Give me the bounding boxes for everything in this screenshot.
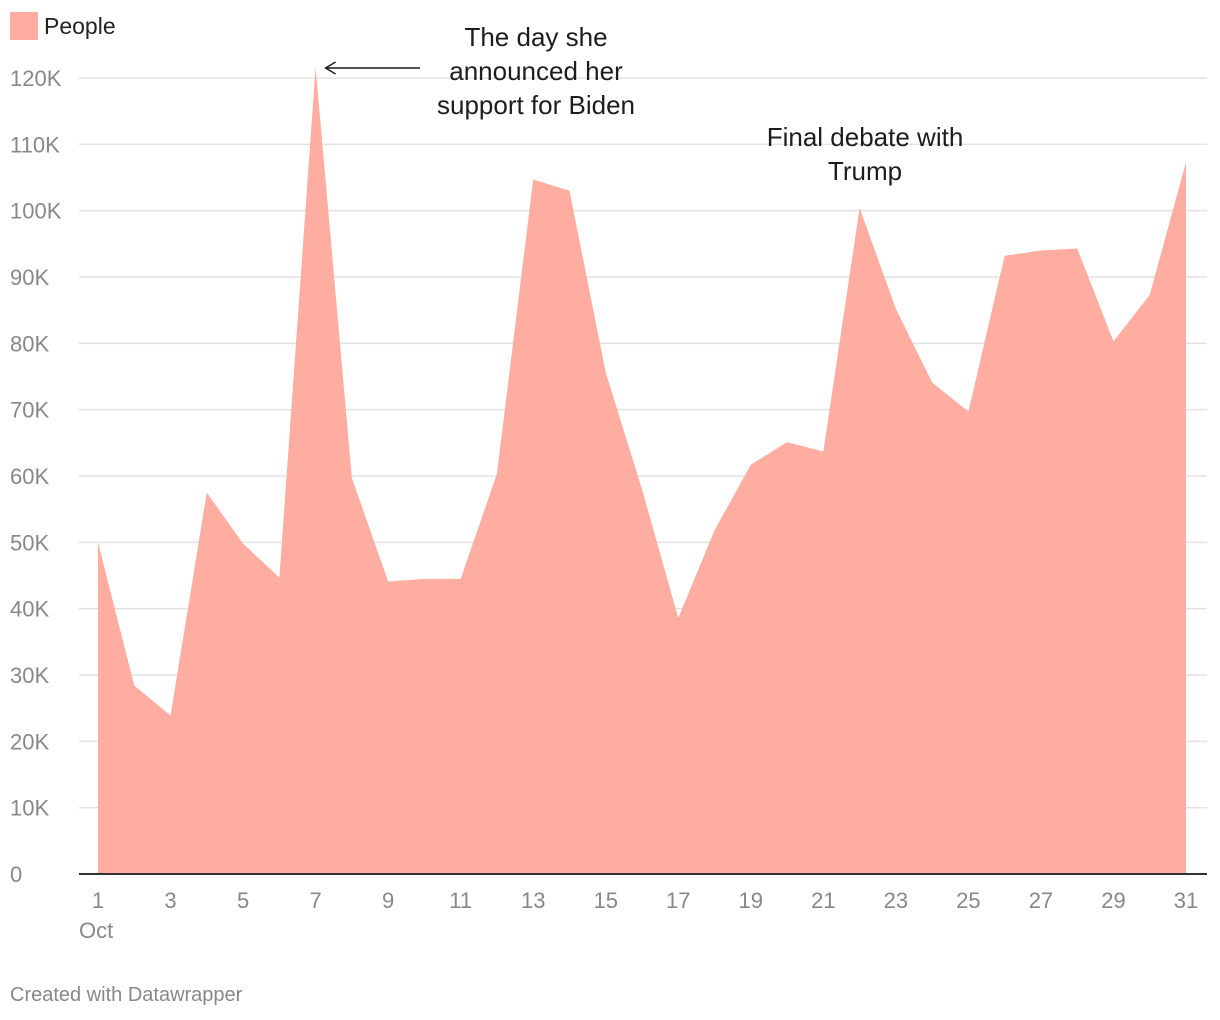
y-tick-label-7: 70K [10, 398, 49, 423]
data-point-17 [676, 616, 680, 620]
x-tick-label-19: 19 [739, 888, 763, 913]
x-tick-label-7: 7 [309, 888, 321, 913]
y-tick-label-11: 110K [10, 132, 60, 157]
y-tick-label-1: 10K [10, 796, 49, 821]
y-tick-label-6: 60K [10, 464, 49, 489]
data-point-21 [821, 449, 825, 453]
x-tick-label-11: 11 [449, 888, 472, 913]
data-point-16 [640, 487, 644, 491]
annotation-debate-line-0: Final debate with [767, 122, 964, 152]
legend-swatch-people [10, 12, 38, 40]
y-tick-label-12: 120K [10, 66, 62, 91]
area-chart: 0 10K 20K 30K 40K 50K 60K 70K 80K 90K 100K 110K 120K… [10, 22, 1207, 943]
data-point-7 [314, 65, 318, 69]
data-point-11 [459, 577, 463, 581]
x-tick-label-31: 31 [1174, 888, 1198, 913]
data-point-23 [894, 307, 898, 311]
data-point-14 [567, 189, 571, 193]
data-point-26 [1003, 254, 1007, 258]
data-point-19 [749, 463, 753, 467]
y-tick-label-8: 80K [10, 331, 49, 356]
area-series-people [98, 67, 1186, 875]
x-tick-label-5: 5 [237, 888, 249, 913]
annotation-arrow-head [324, 61, 336, 75]
y-tick-label-9: 90K [10, 265, 49, 290]
data-point-4 [205, 491, 209, 495]
data-point-5 [241, 542, 245, 546]
footer-credit: Created with Datawrapper [10, 984, 243, 1006]
y-tick-label-3: 30K [10, 663, 49, 688]
y-tick-label-5: 50K [10, 530, 49, 555]
data-point-6 [277, 575, 281, 579]
data-point-9 [386, 579, 390, 583]
x-tick-label-23: 23 [884, 888, 908, 913]
annotation-debate-line-1: Trump [828, 156, 902, 186]
data-point-18 [713, 528, 717, 532]
data-point-12 [495, 472, 499, 476]
data-point-8 [350, 476, 354, 480]
x-tick-label-29: 29 [1101, 888, 1125, 913]
data-point-15 [604, 371, 608, 375]
data-point-30 [1148, 293, 1152, 297]
x-tick-label-17: 17 [666, 888, 690, 913]
data-point-27 [1039, 248, 1043, 252]
data-point-25 [966, 410, 970, 414]
data-point-20 [785, 440, 789, 444]
legend-label-people: People [44, 12, 116, 39]
y-tick-label-0: 0 [10, 862, 22, 887]
y-tick-label-10: 100K [10, 199, 62, 224]
annotation-biden-line-1: announced her [449, 56, 623, 86]
x-tick-label-21: 21 [811, 888, 835, 913]
data-point-1 [96, 540, 100, 544]
x-tick-label-9: 9 [382, 888, 394, 913]
x-tick-label-25: 25 [956, 888, 980, 913]
data-point-13 [531, 177, 535, 181]
annotation-biden-line-0: The day she [464, 22, 607, 52]
data-point-3 [169, 713, 173, 717]
y-tick-label-2: 20K [10, 729, 49, 754]
data-point-31 [1184, 160, 1188, 164]
x-tick-label-1: 1 [92, 888, 104, 913]
x-axis-sublabel: Oct [79, 918, 113, 943]
x-tick-label-3: 3 [164, 888, 176, 913]
data-point-22 [858, 206, 862, 210]
x-tick-label-13: 13 [521, 888, 545, 913]
data-point-29 [1111, 339, 1115, 343]
data-point-10 [422, 577, 426, 581]
x-tick-label-15: 15 [593, 888, 617, 913]
data-point-2 [132, 684, 136, 688]
annotation-biden-line-2: support for Biden [437, 90, 635, 120]
data-point-24 [930, 380, 934, 384]
y-tick-label-4: 40K [10, 597, 49, 622]
legend: People [10, 12, 116, 40]
x-tick-label-27: 27 [1029, 888, 1053, 913]
data-point-28 [1075, 246, 1079, 250]
